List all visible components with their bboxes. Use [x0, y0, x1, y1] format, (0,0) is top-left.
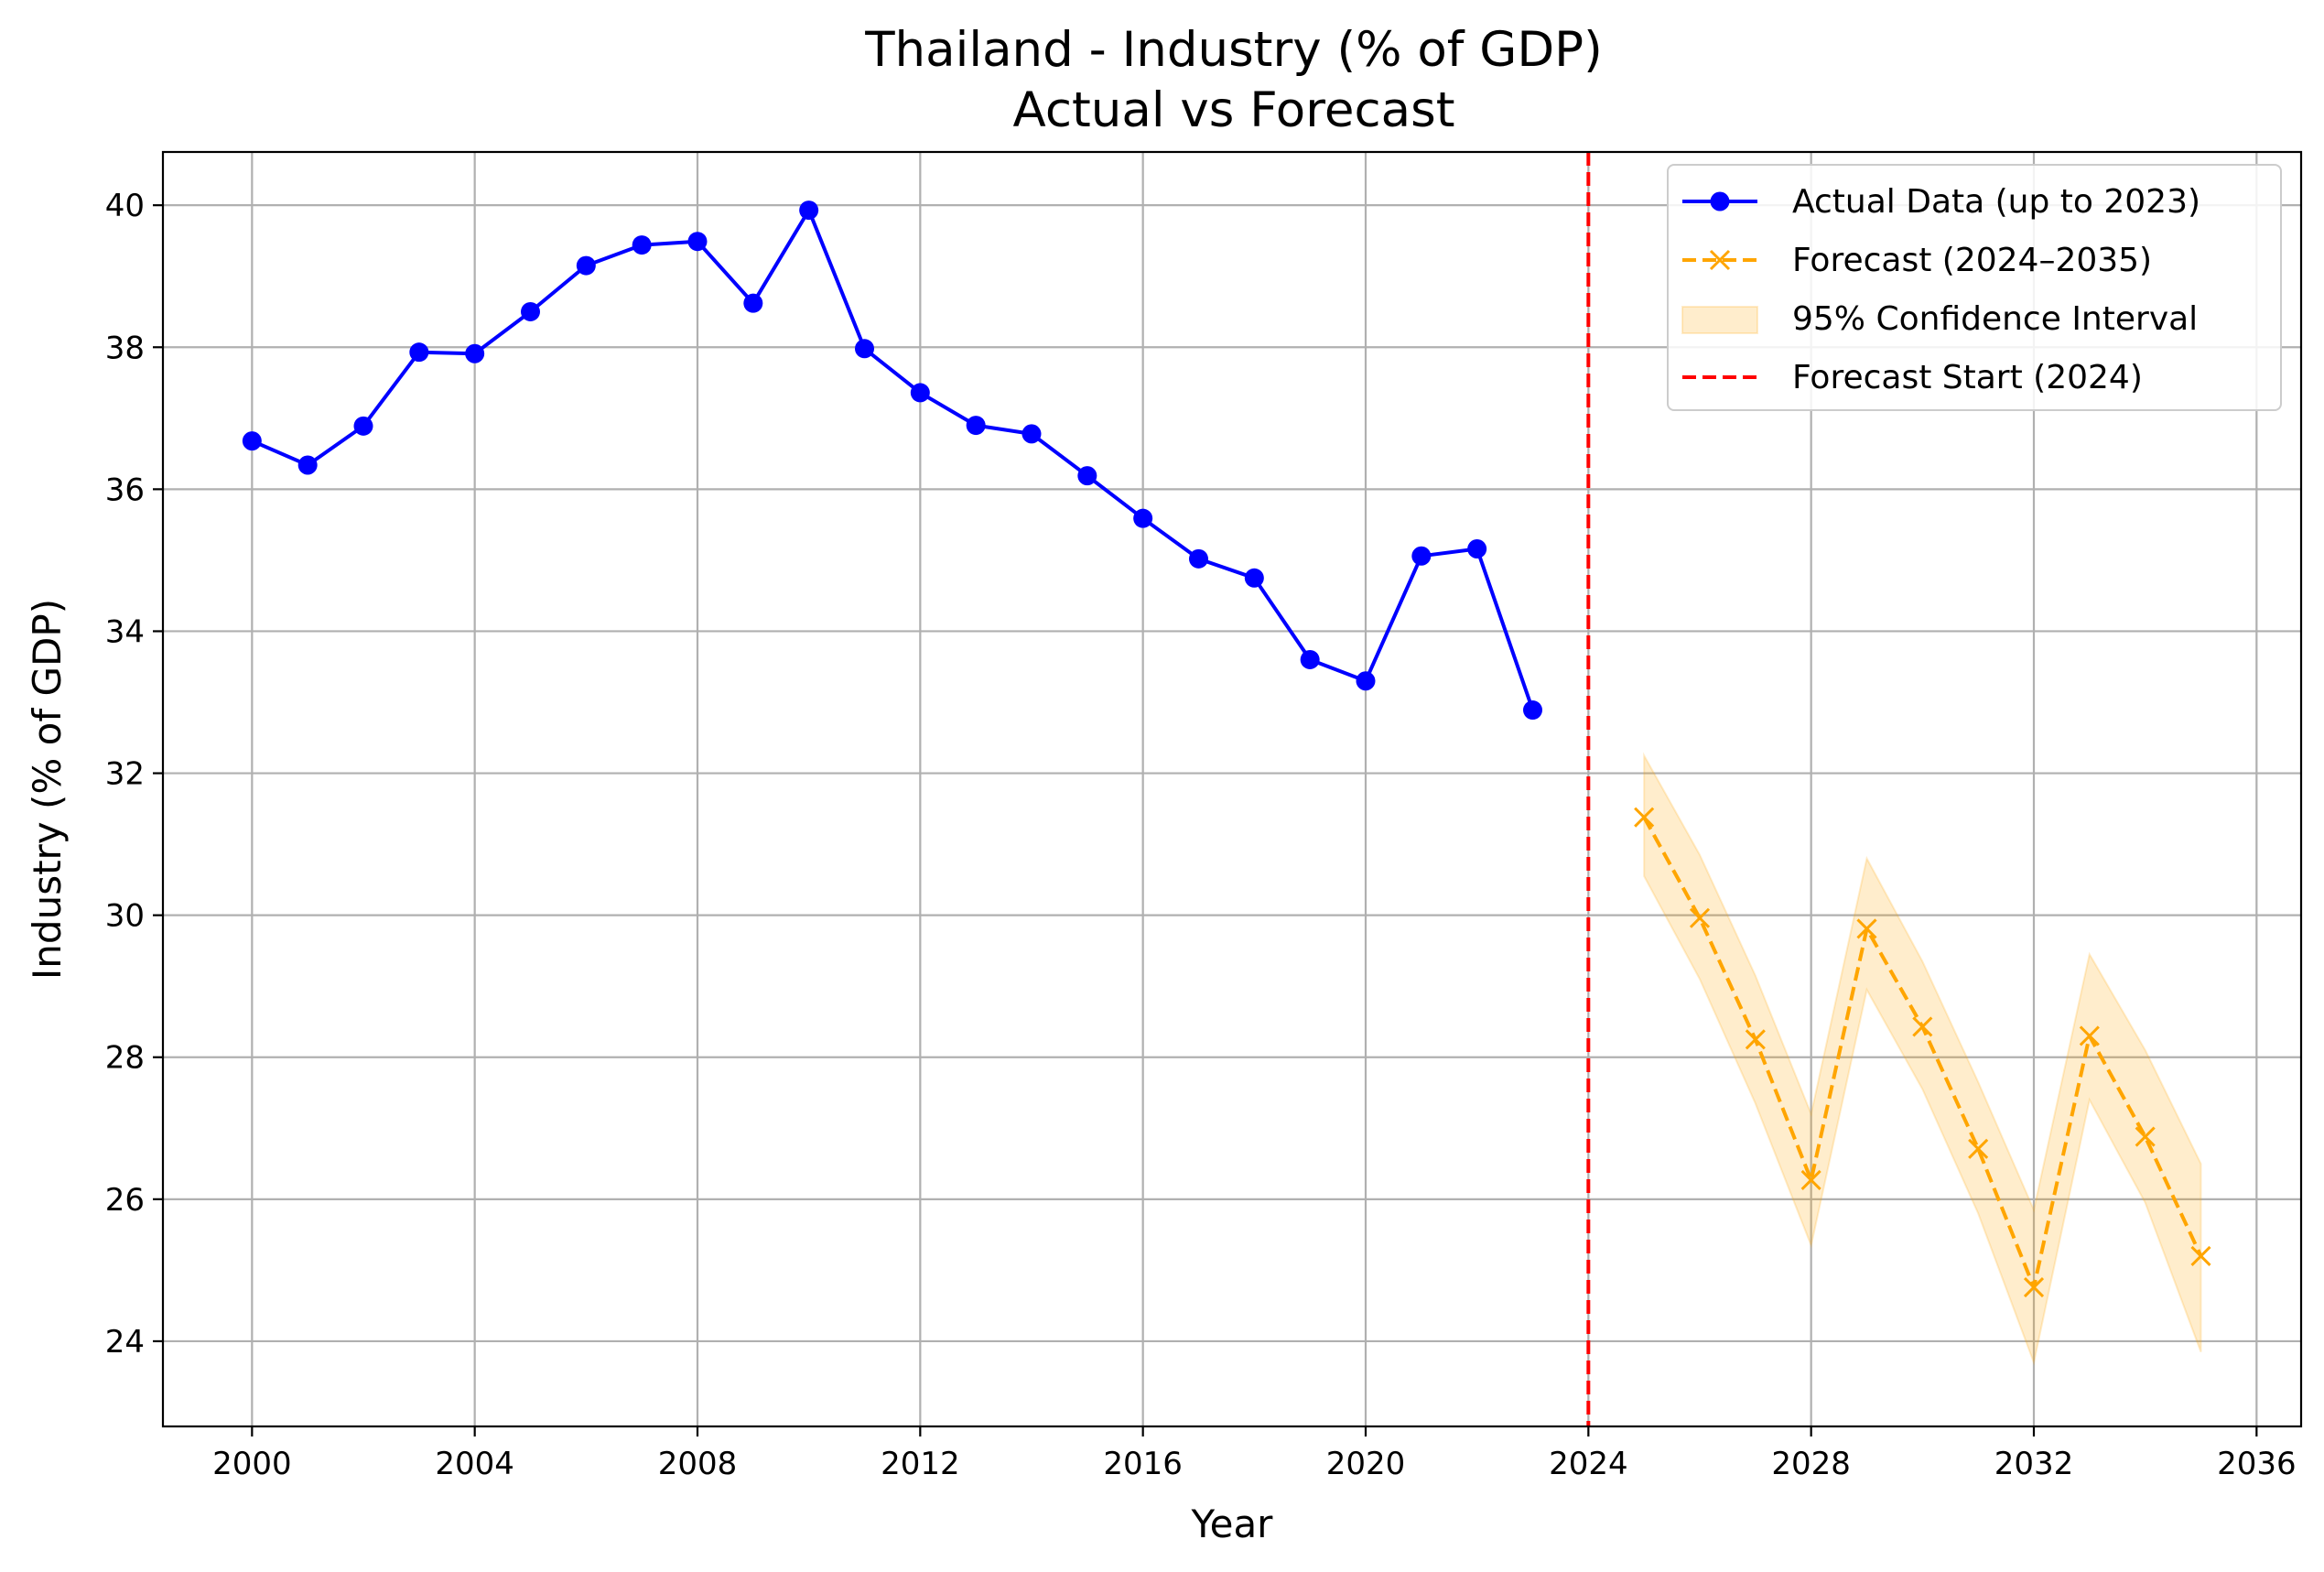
- legend-entry-forecast: Forecast (2024–2035): [1682, 242, 2152, 279]
- legend-confidence-swatch: [1681, 306, 1758, 334]
- x-tick-label: 2024: [1549, 1446, 1628, 1482]
- y-tick-label: 32: [105, 756, 145, 793]
- actual-data-point: [409, 342, 429, 363]
- y-tick-label: 26: [105, 1182, 145, 1219]
- actual-data-point: [966, 416, 986, 436]
- legend-entry-forecast-start: Forecast Start (2024): [1682, 359, 2143, 396]
- forecast-data-point: [2079, 1025, 2100, 1046]
- actual-data-point: [1077, 466, 1097, 486]
- forecast-data-point: [1800, 1169, 1821, 1190]
- x-tick-label: 2036: [2217, 1446, 2297, 1482]
- actual-data-point: [910, 383, 930, 403]
- x-tick-label: 2000: [212, 1446, 292, 1482]
- y-tick-label: 34: [105, 613, 145, 650]
- y-axis-label: Industry (% of GDP): [25, 599, 70, 980]
- forecast-data-point: [1912, 1016, 1933, 1037]
- x-tick-label: 2032: [1994, 1446, 2074, 1482]
- y-tick-label: 30: [105, 898, 145, 935]
- actual-data-point: [297, 455, 318, 475]
- actual-data-point: [1133, 508, 1153, 528]
- actual-data-point: [1523, 700, 1542, 721]
- forecast-data-point: [1856, 918, 1877, 939]
- legend: Actual Data (up to 2023) Forecast (2024–…: [1667, 164, 2282, 411]
- x-tick-label: 2016: [1103, 1446, 1183, 1482]
- confidence-interval-band: [1643, 752, 2202, 1366]
- plot-area-frame: [161, 150, 2303, 1428]
- legend-entry-confidence: 95% Confidence Interval: [1681, 300, 2198, 338]
- legend-actual-label: Actual Data (up to 2023): [1792, 183, 2200, 221]
- y-tick-label: 38: [105, 330, 145, 366]
- actual-data-point: [353, 416, 373, 436]
- actual-data-point: [1467, 538, 1487, 558]
- x-tick-label: 2012: [881, 1446, 960, 1482]
- y-tick-label: 24: [105, 1324, 145, 1361]
- axis-ticks: 2000 2004 2008 2012 2016 2020 2024 2028 2032 2036…: [105, 188, 2297, 1482]
- forecast-data-point: [1634, 807, 1655, 828]
- actual-data-point: [521, 301, 540, 321]
- actual-data-point: [465, 343, 485, 363]
- confidence-band: [1643, 752, 2202, 1366]
- legend-forecast-label: Forecast (2024–2035): [1792, 242, 2152, 279]
- actual-data-point: [687, 232, 708, 252]
- forecast-data-point: [1689, 907, 1711, 928]
- actual-data-point: [1189, 548, 1208, 569]
- actual-data-point: [743, 293, 763, 313]
- actual-data-point: [799, 201, 819, 221]
- forecast-data-point: [1968, 1138, 1989, 1159]
- actual-data-point: [632, 235, 652, 255]
- forecast-data-point: [1745, 1029, 1766, 1050]
- actual-data-point: [1300, 649, 1320, 669]
- actual-data-point: [855, 339, 874, 359]
- x-tick-label: 2008: [658, 1446, 738, 1482]
- forecast-data-point: [2023, 1276, 2045, 1298]
- actual-data-point: [242, 431, 262, 451]
- x-tick-label: 2020: [1326, 1446, 1406, 1482]
- forecast-data-point: [2135, 1126, 2156, 1147]
- y-tick-label: 28: [105, 1040, 145, 1077]
- y-tick-label: 40: [105, 188, 145, 224]
- actual-data-point: [1244, 568, 1264, 588]
- x-axis-label: Year: [1191, 1502, 1274, 1546]
- forecast-data-point: [2190, 1245, 2211, 1266]
- legend-forecast-marker: [1709, 249, 1731, 271]
- legend-entry-actual: Actual Data (up to 2023): [1682, 183, 2200, 221]
- x-tick-label: 2004: [435, 1446, 514, 1482]
- actual-data-point: [1411, 546, 1432, 566]
- actual-data-point: [576, 255, 596, 276]
- actual-data-point: [1356, 671, 1376, 691]
- legend-frame: [1667, 164, 2282, 411]
- legend-confidence-label: 95% Confidence Interval: [1792, 300, 2198, 338]
- chart-subtitle: Actual vs Forecast: [1013, 82, 1455, 138]
- legend-forecast-start-label: Forecast Start (2024): [1792, 359, 2143, 396]
- y-tick-label: 36: [105, 472, 145, 508]
- chart-title: Thailand - Industry (% of GDP): [864, 22, 1603, 78]
- legend-actual-marker: [1710, 191, 1730, 211]
- x-tick-label: 2028: [1771, 1446, 1851, 1482]
- actual-data-point: [1021, 424, 1042, 444]
- series: [242, 152, 2211, 1426]
